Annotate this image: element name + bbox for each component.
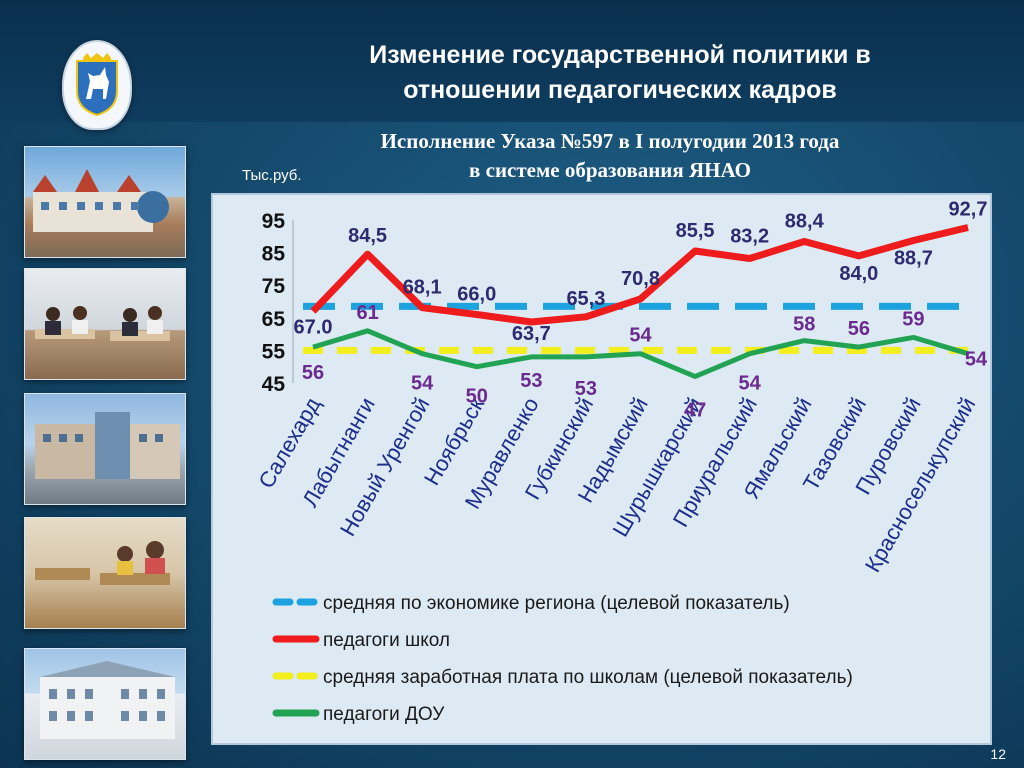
- preschool-value-label: 53: [575, 378, 597, 400]
- preschool-value-label: 54: [739, 373, 762, 395]
- legend-school-teachers-label: педагоги школ: [323, 630, 450, 651]
- y-tick-label: 85: [262, 243, 286, 266]
- preschool-value-label: 53: [520, 370, 542, 392]
- school-value-label: 67.0: [294, 316, 333, 338]
- preschool-value-label: 50: [466, 386, 488, 408]
- school-value-label: 83,2: [730, 225, 769, 247]
- school-value-label: 63,7: [512, 323, 551, 345]
- school-value-label: 70,8: [621, 268, 660, 290]
- photo-white-building: [24, 648, 186, 760]
- legend-school-target-label: средняя заработная плата по школам (целе…: [323, 667, 853, 688]
- legend-preschool-teachers-label: педагоги ДОУ: [323, 704, 445, 725]
- school-value-label: 88,7: [894, 248, 933, 270]
- preschool-value-label: 54: [965, 349, 988, 371]
- school-value-label: 68,1: [403, 277, 442, 299]
- school-value-label: 65,3: [566, 288, 605, 310]
- school-value-label: 84,0: [839, 263, 878, 285]
- photo-classroom: [24, 268, 186, 380]
- unit-label: Тыс.руб.: [242, 167, 302, 184]
- coat-of-arms-emblem: [62, 40, 132, 130]
- emblem-icon: [76, 53, 118, 117]
- preschool-teachers-line: [312, 328, 969, 379]
- legend-economy-target-label: средняя по экономике региона (целевой по…: [323, 593, 790, 614]
- school-value-label: 88,4: [785, 211, 825, 233]
- school-value-label: 84,5: [348, 225, 387, 247]
- y-tick-label: 45: [262, 373, 286, 396]
- page-number: 12: [990, 746, 1006, 762]
- preschool-value-label: 61: [356, 302, 378, 324]
- chart-panel: 95 85 75 65 55 45 Салехард Лабытнанги Новый Урен…: [211, 193, 992, 745]
- photo-modern-school: [24, 393, 186, 505]
- preschool-value-label: 47: [684, 399, 706, 421]
- y-tick-label: 55: [262, 340, 286, 363]
- preschool-value-label: 56: [302, 362, 324, 384]
- preschool-value-label: 54: [411, 373, 434, 395]
- school-value-label: 92,7: [949, 198, 988, 220]
- y-tick-label: 95: [262, 210, 286, 233]
- photo-school-building: [24, 146, 186, 258]
- y-tick-label: 75: [262, 275, 286, 298]
- chart-subtitle: Исполнение Указа №597 в I полугодии 2013…: [380, 129, 840, 182]
- preschool-value-label: 56: [848, 318, 870, 340]
- school-value-label: 66,0: [457, 284, 496, 306]
- school-value-label: 85,5: [676, 220, 715, 242]
- photo-kindergarten: [24, 517, 186, 629]
- preschool-value-label: 58: [793, 314, 815, 336]
- preschool-value-label: 54: [629, 325, 652, 347]
- header-bar: Изменение государственной политики в отн…: [0, 0, 1024, 130]
- y-tick-label: 65: [262, 308, 286, 331]
- page-title: Изменение государственной политики в отн…: [369, 41, 871, 104]
- preschool-value-label: 59: [902, 308, 924, 330]
- school-teachers-line: [310, 224, 969, 326]
